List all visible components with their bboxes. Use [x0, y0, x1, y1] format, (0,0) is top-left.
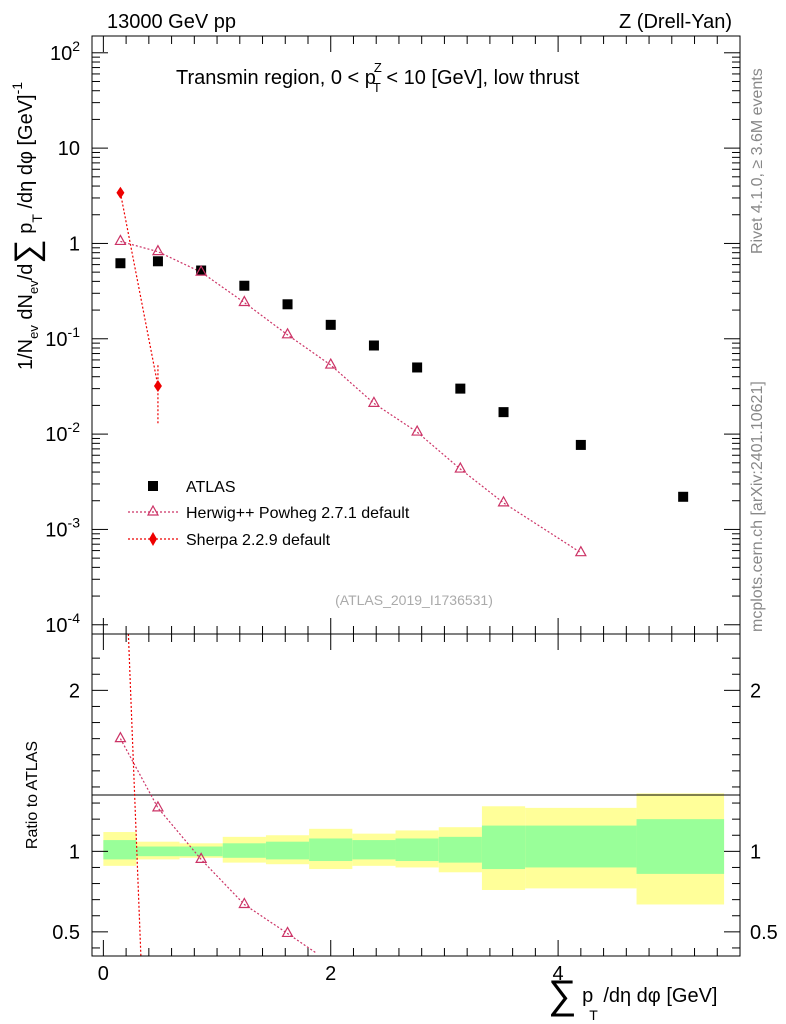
ratio-band-green: [352, 840, 396, 860]
ratio-plot-ticks: [92, 634, 740, 956]
main-plot-title: Transmin region, 0 < pZ T < 10 [GeV], low…: [176, 60, 580, 95]
main-plot-series: [114, 186, 689, 557]
x-tick-label: 4: [553, 963, 564, 985]
header-left: 13000 GeV pp: [107, 11, 236, 33]
ratio-y-tick-label-right: 0.5: [750, 922, 778, 944]
legend-atlas-label: ATLAS: [186, 479, 236, 496]
ratio-plot-series: [114, 634, 317, 956]
analysis-watermark: (ATLAS_2019_I1736531): [335, 592, 493, 608]
herwig-point: [454, 461, 467, 473]
ratio-series-group: [114, 634, 317, 956]
main-y-tick-label: 10-2: [45, 419, 80, 446]
legend-entry-herwig: Herwig++ Powheg 2.7.1 default: [128, 504, 410, 522]
ratio-herwig-point: [238, 897, 251, 909]
header-right: Z (Drell-Yan): [619, 11, 732, 33]
herwig-point: [238, 295, 251, 307]
main-y-tick-label: 10-1: [45, 324, 80, 351]
atlas-point: [152, 256, 163, 267]
herwig-point: [195, 264, 208, 276]
herwig-point: [324, 357, 337, 369]
ratio-y-tick-label-left: 0.5: [52, 922, 80, 944]
ratio-band-green: [103, 840, 137, 860]
herwig-point: [367, 396, 380, 407]
main-y-tick-label: 10-4: [45, 610, 80, 637]
herwig-point: [411, 424, 424, 436]
herwig-point: [574, 545, 587, 557]
atlas-point: [368, 340, 379, 351]
atlas-point: [678, 491, 689, 502]
main-y-axis-title: 1/Nev dNev/d∑ pT /dη dφ [GeV]-1: [8, 82, 46, 370]
main-plot-panel: 102 10 1 10-1 10-2 10-3 10-4 Transmin region, …: [8, 35, 741, 637]
sherpa-point: [116, 186, 125, 199]
legend-entry-sherpa: Sherpa 2.2.9 default: [128, 532, 331, 549]
ratio-tick-labels: 2 2 1 1 0.5 0.5 0 2 4: [52, 680, 778, 985]
main-plot-ticks: [92, 36, 740, 634]
ratio-y-tick-label-right: 1: [750, 841, 761, 863]
sherpa-line: [119, 192, 159, 387]
sherpa-point: [153, 379, 162, 392]
ratio-y-axis-title: Ratio to ATLAS: [24, 741, 41, 849]
ratio-band-green: [636, 819, 725, 874]
main-y-tick-label: 102: [50, 38, 80, 65]
main-y-tick-labels: 102 10 1 10-1 10-2 10-3 10-4: [45, 38, 80, 637]
herwig-point: [114, 234, 127, 246]
ratio-band-green: [222, 843, 266, 858]
ratio-herwig-point: [195, 852, 208, 863]
ratio-band-green: [179, 846, 223, 857]
atlas-point: [455, 383, 466, 394]
ratio-band-green: [136, 846, 180, 857]
legend-sherpa-label: Sherpa 2.2.9 default: [186, 532, 331, 549]
herwig-point: [281, 327, 294, 339]
ratio-band-green: [265, 841, 310, 860]
mcplots-label: mcplots.cern.ch [arXiv:2401.10621]: [749, 381, 766, 632]
herwig-point: [151, 244, 164, 256]
ratio-band-green: [395, 838, 439, 862]
ratio-y-tick-label-left: 1: [69, 841, 80, 863]
main-y-tick-label: 10-3: [45, 514, 80, 541]
atlas-point: [412, 362, 423, 373]
main-y-tick-label: 10: [58, 138, 80, 160]
atlas-point: [498, 407, 509, 418]
atlas-point: [115, 258, 126, 269]
ratio-band-green: [481, 825, 526, 870]
ratio-band-green: [309, 838, 353, 862]
ratio-y-tick-label-right: 2: [750, 680, 761, 702]
rivet-label: Rivet 4.1.0, ≥ 3.6M events: [749, 68, 766, 254]
legend-herwig-label: Herwig++ Powheg 2.7.1 default: [186, 505, 410, 522]
ratio-herwig-line: [119, 738, 317, 954]
herwig-point: [497, 495, 510, 507]
legend: ATLAS Herwig++ Powheg 2.7.1 default Sher…: [128, 479, 410, 549]
ratio-band-green: [525, 825, 637, 868]
legend-herwig-marker: [146, 504, 160, 516]
x-tick-label: 2: [325, 963, 336, 985]
legend-sherpa-marker: [149, 532, 157, 546]
ratio-plot-frame: [91, 633, 741, 957]
legend-entry-atlas: ATLAS: [148, 479, 236, 496]
atlas-point: [282, 299, 293, 310]
ratio-y-tick-label-left: 2: [69, 680, 80, 702]
legend-atlas-marker: [148, 481, 158, 491]
ratio-herwig-point: [281, 926, 294, 938]
atlas-point: [239, 280, 250, 291]
atlas-point: [196, 265, 207, 276]
ratio-uncertainty-bands: [103, 793, 725, 905]
ratio-herwig-point: [151, 800, 164, 812]
x-tick-label: 0: [98, 963, 109, 985]
main-y-tick-label: 1: [69, 233, 80, 255]
ratio-band-green: [438, 836, 482, 863]
ratio-herwig-point: [114, 731, 127, 743]
atlas-point: [575, 439, 586, 450]
atlas-point: [325, 319, 336, 330]
ratio-sherpa-line: [127, 634, 142, 956]
